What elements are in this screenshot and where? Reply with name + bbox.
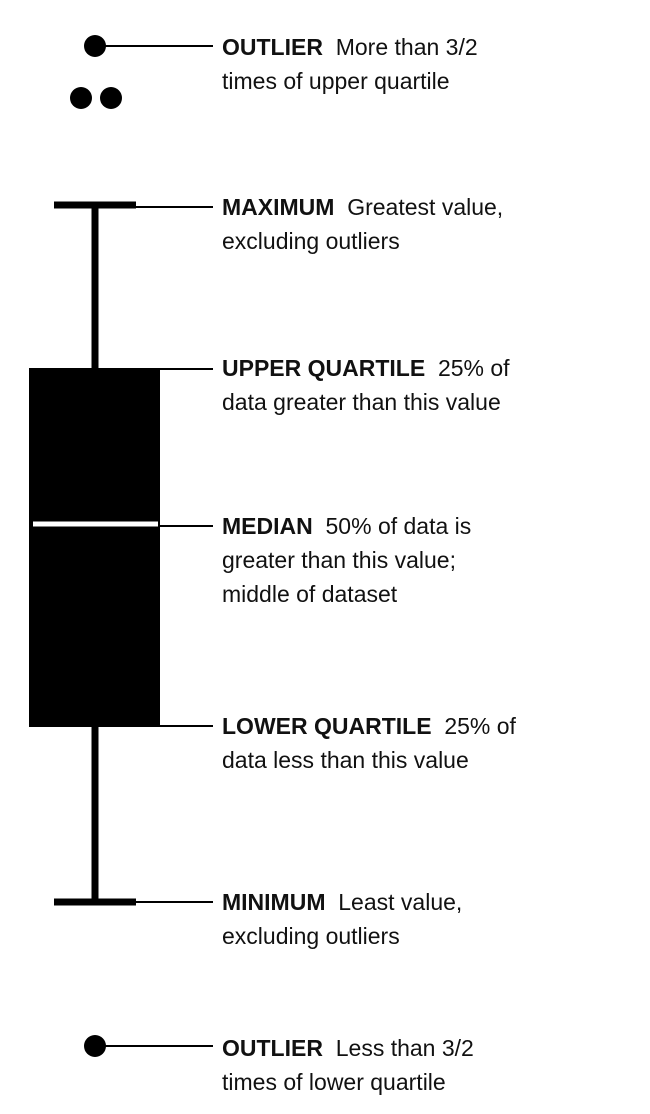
median-label: MEDIAN 50% of data is greater than this … bbox=[222, 509, 471, 611]
median-desc-3: middle of dataset bbox=[222, 581, 398, 607]
outlier-point-top-3 bbox=[100, 87, 122, 109]
minimum-term: MINIMUM bbox=[222, 889, 326, 915]
outlier-bottom-label: OUTLIER Less than 3/2 times of lower qua… bbox=[222, 1031, 474, 1099]
median-term: MEDIAN bbox=[222, 513, 313, 539]
outlier-bottom-desc-1: Less than 3/2 bbox=[335, 1035, 474, 1061]
maximum-desc-2: excluding outliers bbox=[222, 228, 400, 254]
lower-quartile-label: LOWER QUARTILE 25% of data less than thi… bbox=[222, 709, 516, 777]
upper-quartile-desc-2: data greater than this value bbox=[222, 389, 501, 415]
outlier-top-term: OUTLIER bbox=[222, 34, 323, 60]
outlier-top-label: OUTLIER More than 3/2 times of upper qua… bbox=[222, 30, 478, 98]
outlier-bottom-term: OUTLIER bbox=[222, 1035, 323, 1061]
upper-quartile-desc-1: 25% of bbox=[437, 355, 510, 381]
median-desc-2: greater than this value; bbox=[222, 547, 456, 573]
minimum-desc-2: excluding outliers bbox=[222, 923, 400, 949]
upper-quartile-label: UPPER QUARTILE 25% of data greater than … bbox=[222, 351, 510, 419]
minimum-desc-1: Least value, bbox=[338, 889, 463, 915]
outlier-point-top-2 bbox=[70, 87, 92, 109]
maximum-term: MAXIMUM bbox=[222, 194, 335, 220]
lower-quartile-term: LOWER QUARTILE bbox=[222, 713, 432, 739]
outlier-bottom-desc-2: times of lower quartile bbox=[222, 1069, 446, 1095]
outlier-top-desc-1: More than 3/2 bbox=[335, 34, 478, 60]
maximum-desc-1: Greatest value, bbox=[347, 194, 504, 220]
interquartile-box bbox=[29, 368, 160, 727]
outlier-top-desc-2: times of upper quartile bbox=[222, 68, 450, 94]
maximum-label: MAXIMUM Greatest value, excluding outlie… bbox=[222, 190, 503, 258]
median-desc-1: 50% of data is bbox=[325, 513, 472, 539]
lower-quartile-desc-2: data less than this value bbox=[222, 747, 469, 773]
minimum-label: MINIMUM Least value, excluding outliers bbox=[222, 885, 462, 953]
lower-quartile-desc-1: 25% of bbox=[444, 713, 516, 739]
upper-quartile-term: UPPER QUARTILE bbox=[222, 355, 426, 381]
